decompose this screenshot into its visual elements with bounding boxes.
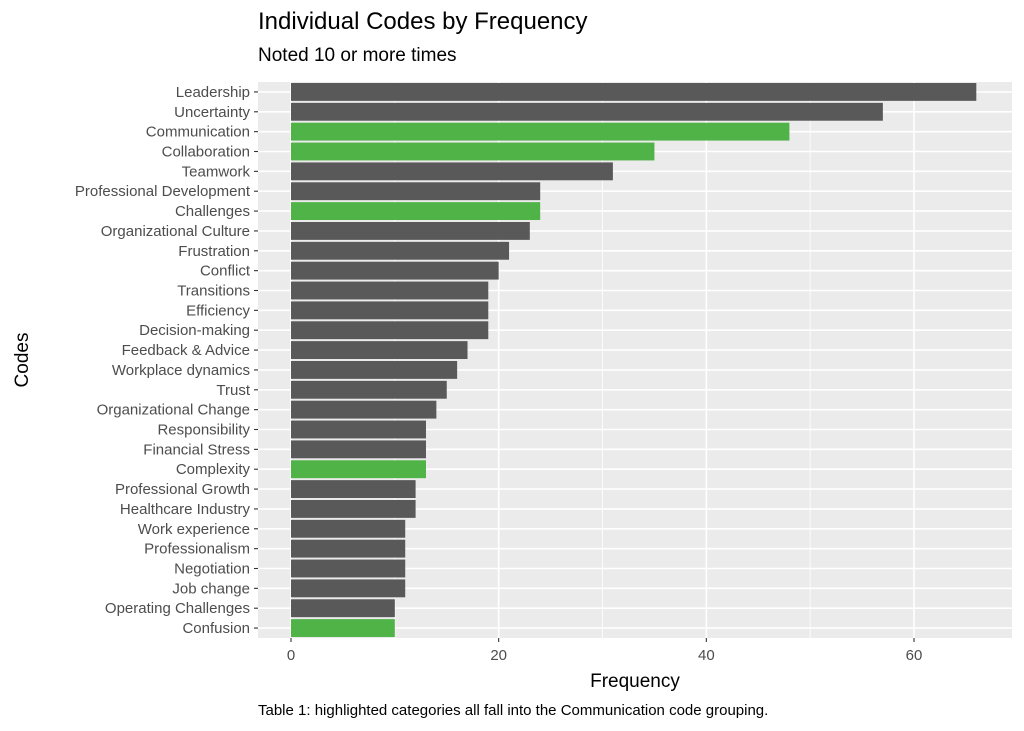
y-tick-label: Frustration (178, 243, 250, 260)
bar-organizational-change (291, 400, 437, 419)
y-tick-label: Communication (146, 124, 250, 141)
y-axis-ticks: Leadership Uncertainty Communication Collab… (75, 84, 258, 637)
x-tick-label: 60 (906, 647, 923, 664)
bar-frustration (291, 241, 510, 260)
y-tick-label: Professional Development (75, 183, 251, 200)
x-tick-label: 40 (698, 647, 715, 664)
bar-job-change (291, 579, 406, 598)
y-tick-label: Uncertainty (174, 104, 250, 121)
y-tick-label: Conflict (200, 263, 251, 280)
y-axis-title: Codes (12, 333, 33, 388)
bar-workplace-dynamics (291, 360, 458, 379)
y-tick-label: Decision-making (139, 322, 250, 339)
bar-transitions (291, 281, 489, 300)
y-tick-label: Efficiency (186, 302, 250, 319)
y-tick-label: Responsibility (157, 422, 250, 439)
bar-collaboration (291, 142, 655, 161)
y-tick-label: Negotiation (174, 561, 250, 578)
bar-professional-development (291, 182, 541, 201)
bar-professional-growth (291, 480, 416, 499)
x-axis-title: Frequency (590, 671, 680, 692)
chart-subtitle: Noted 10 or more times (258, 45, 457, 66)
bar-uncertainty (291, 102, 883, 121)
bar-complexity (291, 460, 426, 479)
y-tick-label: Challenges (175, 203, 250, 220)
bar-negotiation (291, 559, 406, 578)
y-tick-label: Trust (216, 382, 250, 399)
x-tick-label: 20 (490, 647, 507, 664)
bar-trust (291, 380, 447, 399)
y-tick-label: Organizational Culture (101, 223, 250, 240)
y-tick-label: Transitions (177, 283, 250, 300)
bar-decision-making (291, 321, 489, 340)
y-tick-label: Workplace dynamics (112, 362, 250, 379)
chart-title: Individual Codes by Frequency (258, 8, 588, 35)
x-tick-label: 0 (287, 647, 295, 664)
bar-financial-stress (291, 440, 426, 459)
bar-confusion (291, 619, 395, 638)
y-tick-label: Professionalism (144, 541, 250, 558)
y-tick-label: Complexity (176, 461, 251, 478)
bar-efficiency (291, 301, 489, 320)
y-tick-label: Collaboration (162, 144, 250, 161)
y-tick-label: Healthcare Industry (120, 501, 251, 518)
bar-healthcare-industry (291, 499, 416, 518)
bar-work-experience (291, 519, 406, 538)
bar-organizational-culture (291, 221, 530, 240)
y-tick-label: Feedback & Advice (122, 342, 250, 359)
y-tick-label: Financial Stress (143, 441, 250, 458)
bar-teamwork (291, 162, 613, 181)
bar-professionalism (291, 539, 406, 558)
bar-feedback-advice (291, 341, 468, 360)
bars (291, 82, 977, 638)
bar-communication (291, 122, 790, 141)
y-tick-label: Confusion (182, 620, 250, 637)
bar-conflict (291, 261, 499, 280)
y-tick-label: Teamwork (182, 163, 251, 180)
y-tick-label: Operating Challenges (105, 600, 250, 617)
x-axis-ticks: 0 20 40 60 (287, 638, 923, 664)
y-tick-label: Job change (172, 580, 250, 597)
bar-challenges (291, 202, 541, 221)
y-tick-label: Organizational Change (97, 402, 250, 419)
bar-responsibility (291, 420, 426, 439)
figure-caption: Table 1: highlighted categories all fall… (258, 702, 769, 719)
bar-operating-challenges (291, 599, 395, 618)
y-tick-label: Work experience (138, 521, 250, 538)
y-tick-label: Professional Growth (115, 481, 250, 498)
bar-leadership (291, 82, 977, 101)
y-tick-label: Leadership (176, 84, 250, 101)
